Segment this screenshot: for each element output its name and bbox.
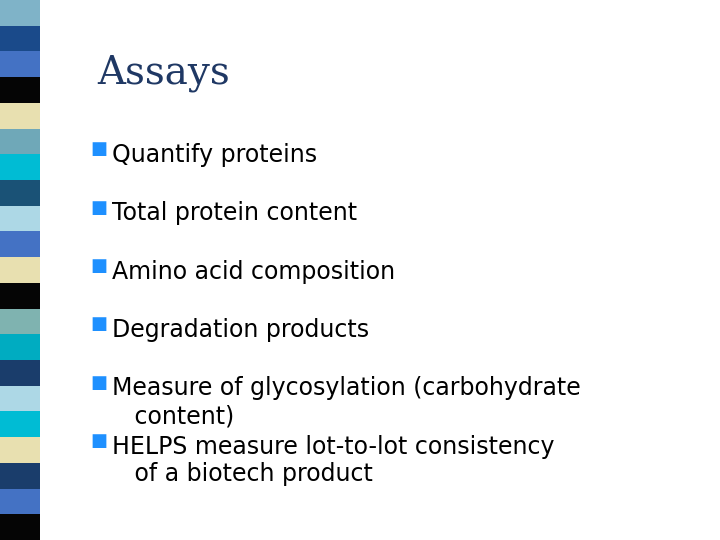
Bar (0, 489, 40, 514)
Text: ■: ■ (90, 257, 107, 275)
Bar (0, 360, 40, 386)
Bar (0, 51, 40, 77)
Text: ■: ■ (90, 199, 107, 217)
Bar (0, 180, 40, 206)
Bar (0, 129, 40, 154)
Bar (0, 411, 40, 437)
Bar (0, 77, 40, 103)
Bar (0, 206, 40, 232)
Bar (0, 26, 40, 51)
Bar (0, 514, 40, 540)
Bar (0, 103, 40, 129)
Text: Total protein content: Total protein content (112, 201, 356, 225)
Text: ■: ■ (90, 140, 107, 158)
Text: Quantify proteins: Quantify proteins (112, 143, 317, 167)
Text: ■: ■ (90, 315, 107, 333)
Text: HELPS measure lot-to-lot consistency
   of a biotech product: HELPS measure lot-to-lot consistency of … (112, 435, 554, 487)
Bar (0, 437, 40, 463)
Text: Degradation products: Degradation products (112, 318, 369, 342)
Bar (0, 232, 40, 257)
Text: Assays: Assays (97, 54, 230, 91)
Bar (0, 334, 40, 360)
Text: ■: ■ (90, 432, 107, 450)
Bar (0, 463, 40, 489)
Bar (0, 154, 40, 180)
Text: ■: ■ (90, 374, 107, 391)
Bar (0, 0, 40, 26)
Text: Amino acid composition: Amino acid composition (112, 260, 395, 284)
Text: Measure of glycosylation (carbohydrate
   content): Measure of glycosylation (carbohydrate c… (112, 376, 580, 428)
Bar (0, 283, 40, 308)
Bar (0, 308, 40, 334)
Bar (0, 257, 40, 283)
Bar (0, 386, 40, 411)
